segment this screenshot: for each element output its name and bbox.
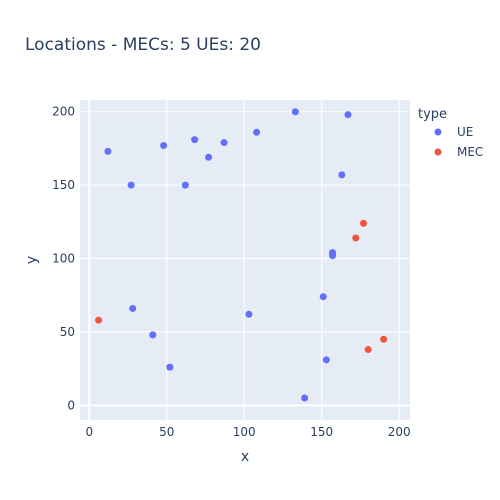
ue-point[interactable]: [344, 111, 352, 119]
x-tick-label: 50: [159, 425, 174, 439]
ue-point[interactable]: [220, 139, 228, 147]
ue-point[interactable]: [205, 153, 213, 161]
y-tick-label: 200: [52, 105, 75, 119]
ue-point[interactable]: [291, 108, 299, 116]
x-tick-label: 100: [233, 425, 256, 439]
mec-point[interactable]: [352, 234, 360, 242]
x-tick-label: 150: [310, 425, 333, 439]
x-tick-label: 0: [85, 425, 93, 439]
x-axis-title: x: [241, 449, 249, 465]
x-tick-label: 200: [388, 425, 411, 439]
ue-point[interactable]: [129, 304, 137, 312]
y-tick-label: 50: [60, 325, 75, 339]
legend-marker-mec: [434, 148, 442, 156]
ue-point[interactable]: [319, 293, 327, 301]
legend-marker-ue: [434, 128, 442, 136]
ue-point[interactable]: [166, 363, 174, 371]
mec-point[interactable]: [360, 219, 368, 227]
ue-point[interactable]: [322, 356, 330, 364]
legend-label-mec[interactable]: MEC: [457, 145, 483, 159]
ue-point[interactable]: [253, 128, 261, 136]
ue-point[interactable]: [338, 171, 346, 179]
plot-area: [80, 100, 410, 420]
legend[interactable]: type UE MEC: [418, 107, 483, 159]
mec-point[interactable]: [364, 346, 372, 354]
ue-point[interactable]: [127, 181, 135, 189]
x-axis-ticks: 0 50 100 150 200: [85, 425, 410, 439]
y-tick-label: 100: [52, 252, 75, 266]
ue-point[interactable]: [149, 331, 157, 339]
y-tick-label: 0: [67, 398, 75, 412]
ue-point[interactable]: [301, 394, 309, 402]
ue-point[interactable]: [104, 147, 112, 155]
ue-point[interactable]: [329, 252, 337, 260]
grid-lines: [80, 100, 410, 420]
mec-point[interactable]: [95, 316, 103, 324]
legend-label-ue[interactable]: UE: [457, 125, 473, 139]
y-tick-label: 150: [52, 178, 75, 192]
mec-point[interactable]: [380, 335, 388, 343]
chart-title: Locations - MECs: 5 UEs: 20: [25, 35, 261, 55]
ue-point[interactable]: [181, 181, 189, 189]
legend-title: type: [418, 107, 447, 122]
y-axis-ticks: 0 50 100 150 200: [52, 105, 75, 413]
ue-point[interactable]: [245, 310, 253, 318]
ue-point[interactable]: [160, 142, 168, 150]
data-points: [95, 108, 388, 402]
y-axis-title: y: [24, 256, 40, 264]
ue-point[interactable]: [191, 136, 199, 144]
